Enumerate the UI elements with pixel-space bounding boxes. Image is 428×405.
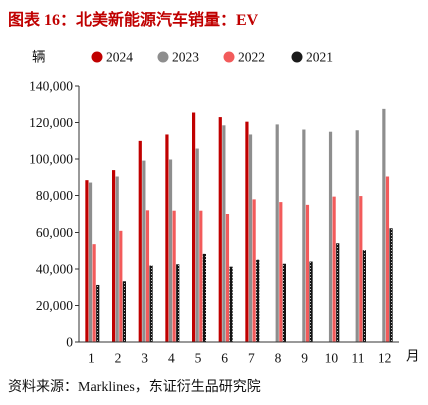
- y-tick-label: 40,000: [36, 261, 73, 276]
- bar-2023-month-3: [142, 160, 146, 342]
- legend-marker: [291, 51, 303, 63]
- legend-label: 2022: [238, 50, 265, 65]
- y-tick-label: 60,000: [36, 225, 73, 240]
- legend-marker: [91, 51, 103, 63]
- bar-2022-month-8: [279, 202, 283, 342]
- bar-2023-month-4: [168, 159, 173, 342]
- y-tick-label: 20,000: [36, 298, 73, 313]
- y-tick-label: 120,000: [29, 115, 73, 130]
- x-tick-label: 6: [221, 351, 228, 366]
- x-tick-label: 9: [301, 351, 308, 366]
- bar-2021-month-4: [176, 264, 180, 342]
- bar-2024-month-1: [85, 180, 89, 342]
- bars: [85, 108, 393, 343]
- bar-2023-month-5: [195, 148, 199, 342]
- bar-2022-month-5: [199, 210, 203, 342]
- y-tick-label: 0: [66, 335, 73, 350]
- bar-2021-month-6: [229, 266, 233, 342]
- legend-label: 2023: [172, 50, 199, 65]
- bar-2024-month-2: [112, 170, 116, 342]
- bar-2023-month-1: [88, 182, 93, 342]
- y-tick-label: 80,000: [36, 188, 73, 203]
- x-tick-label: 3: [141, 351, 148, 366]
- bar-2024-month-3: [138, 140, 142, 342]
- bar-2021-month-11: [362, 250, 366, 342]
- bar-2024-month-6: [218, 117, 222, 342]
- legend-marker: [223, 51, 235, 63]
- bar-2021-month-2: [122, 281, 126, 342]
- bar-2021-month-5: [202, 253, 206, 342]
- bar-2022-month-7: [252, 199, 256, 342]
- bar-2021-month-7: [256, 259, 260, 342]
- chart-title: 图表 16：北美新能源汽车销量：EV: [8, 12, 259, 29]
- x-tick-label: 2: [115, 351, 122, 366]
- bar-2022-month-2: [119, 230, 123, 342]
- x-axis-label: 月: [406, 349, 420, 364]
- source-note: 资料来源：Marklines，东证衍生品研究院: [8, 380, 261, 395]
- y-axis-unit-label: 辆: [32, 50, 46, 65]
- y-tick-label: 100,000: [29, 152, 73, 167]
- x-tick-label: 5: [195, 351, 202, 366]
- bar-2021-month-12: [389, 228, 393, 342]
- bar-2024-month-5: [192, 112, 196, 342]
- bar-2021-month-9: [309, 261, 313, 342]
- x-tick-label: 8: [275, 351, 282, 366]
- x-tick-label: 10: [325, 351, 339, 366]
- x-tick-label: 4: [168, 351, 175, 366]
- bar-2023-month-6: [222, 125, 226, 342]
- bar-2024-month-7: [245, 121, 249, 342]
- bar-2021-month-8: [282, 263, 286, 342]
- bar-2022-month-4: [172, 210, 176, 342]
- legend-label: 2024: [106, 50, 133, 65]
- legend-item-2022: 2022: [223, 50, 265, 65]
- bar-2022-month-6: [225, 214, 230, 342]
- bar-2023-month-2: [115, 176, 119, 342]
- bar-2022-month-11: [359, 196, 363, 342]
- bar-2022-month-10: [332, 196, 336, 342]
- bar-2023-month-8: [275, 124, 279, 343]
- bar-2022-month-1: [92, 244, 96, 342]
- bar-2023-month-7: [248, 134, 253, 342]
- y-tick-label: 140,000: [29, 79, 73, 94]
- x-tick-label: 11: [352, 351, 365, 366]
- bar-2021-month-1: [96, 284, 100, 342]
- x-tick-label: 12: [378, 351, 392, 366]
- x-tick-label: 1: [88, 351, 95, 366]
- y-axis: 0 20,000 40,000 60,000 80,000 100,000 120,000 1…: [29, 79, 80, 350]
- legend-item-2023: 2023: [157, 50, 199, 65]
- bar-2023-month-11: [355, 130, 359, 342]
- bar-2023-month-12: [382, 108, 386, 342]
- bar-2023-month-10: [328, 131, 333, 342]
- legend-item-2024: 2024: [91, 50, 133, 65]
- bar-2021-month-3: [149, 265, 153, 342]
- legend-item-2021: 2021: [291, 50, 333, 65]
- bar-2024-month-4: [165, 134, 169, 342]
- bar-2022-month-9: [305, 204, 310, 342]
- bar-2023-month-9: [302, 129, 306, 342]
- legend-marker: [157, 51, 169, 63]
- bar-2021-month-10: [336, 243, 340, 342]
- legend: 辆 2024 2023 2022 2021: [32, 50, 333, 65]
- x-tick-label: 7: [248, 351, 255, 366]
- legend-label: 2021: [306, 50, 333, 65]
- bar-2022-month-12: [385, 176, 390, 342]
- x-axis: 月 1 2 3 4 5 6 7 8 9 10 11 12: [79, 341, 420, 366]
- bar-2022-month-3: [145, 210, 150, 342]
